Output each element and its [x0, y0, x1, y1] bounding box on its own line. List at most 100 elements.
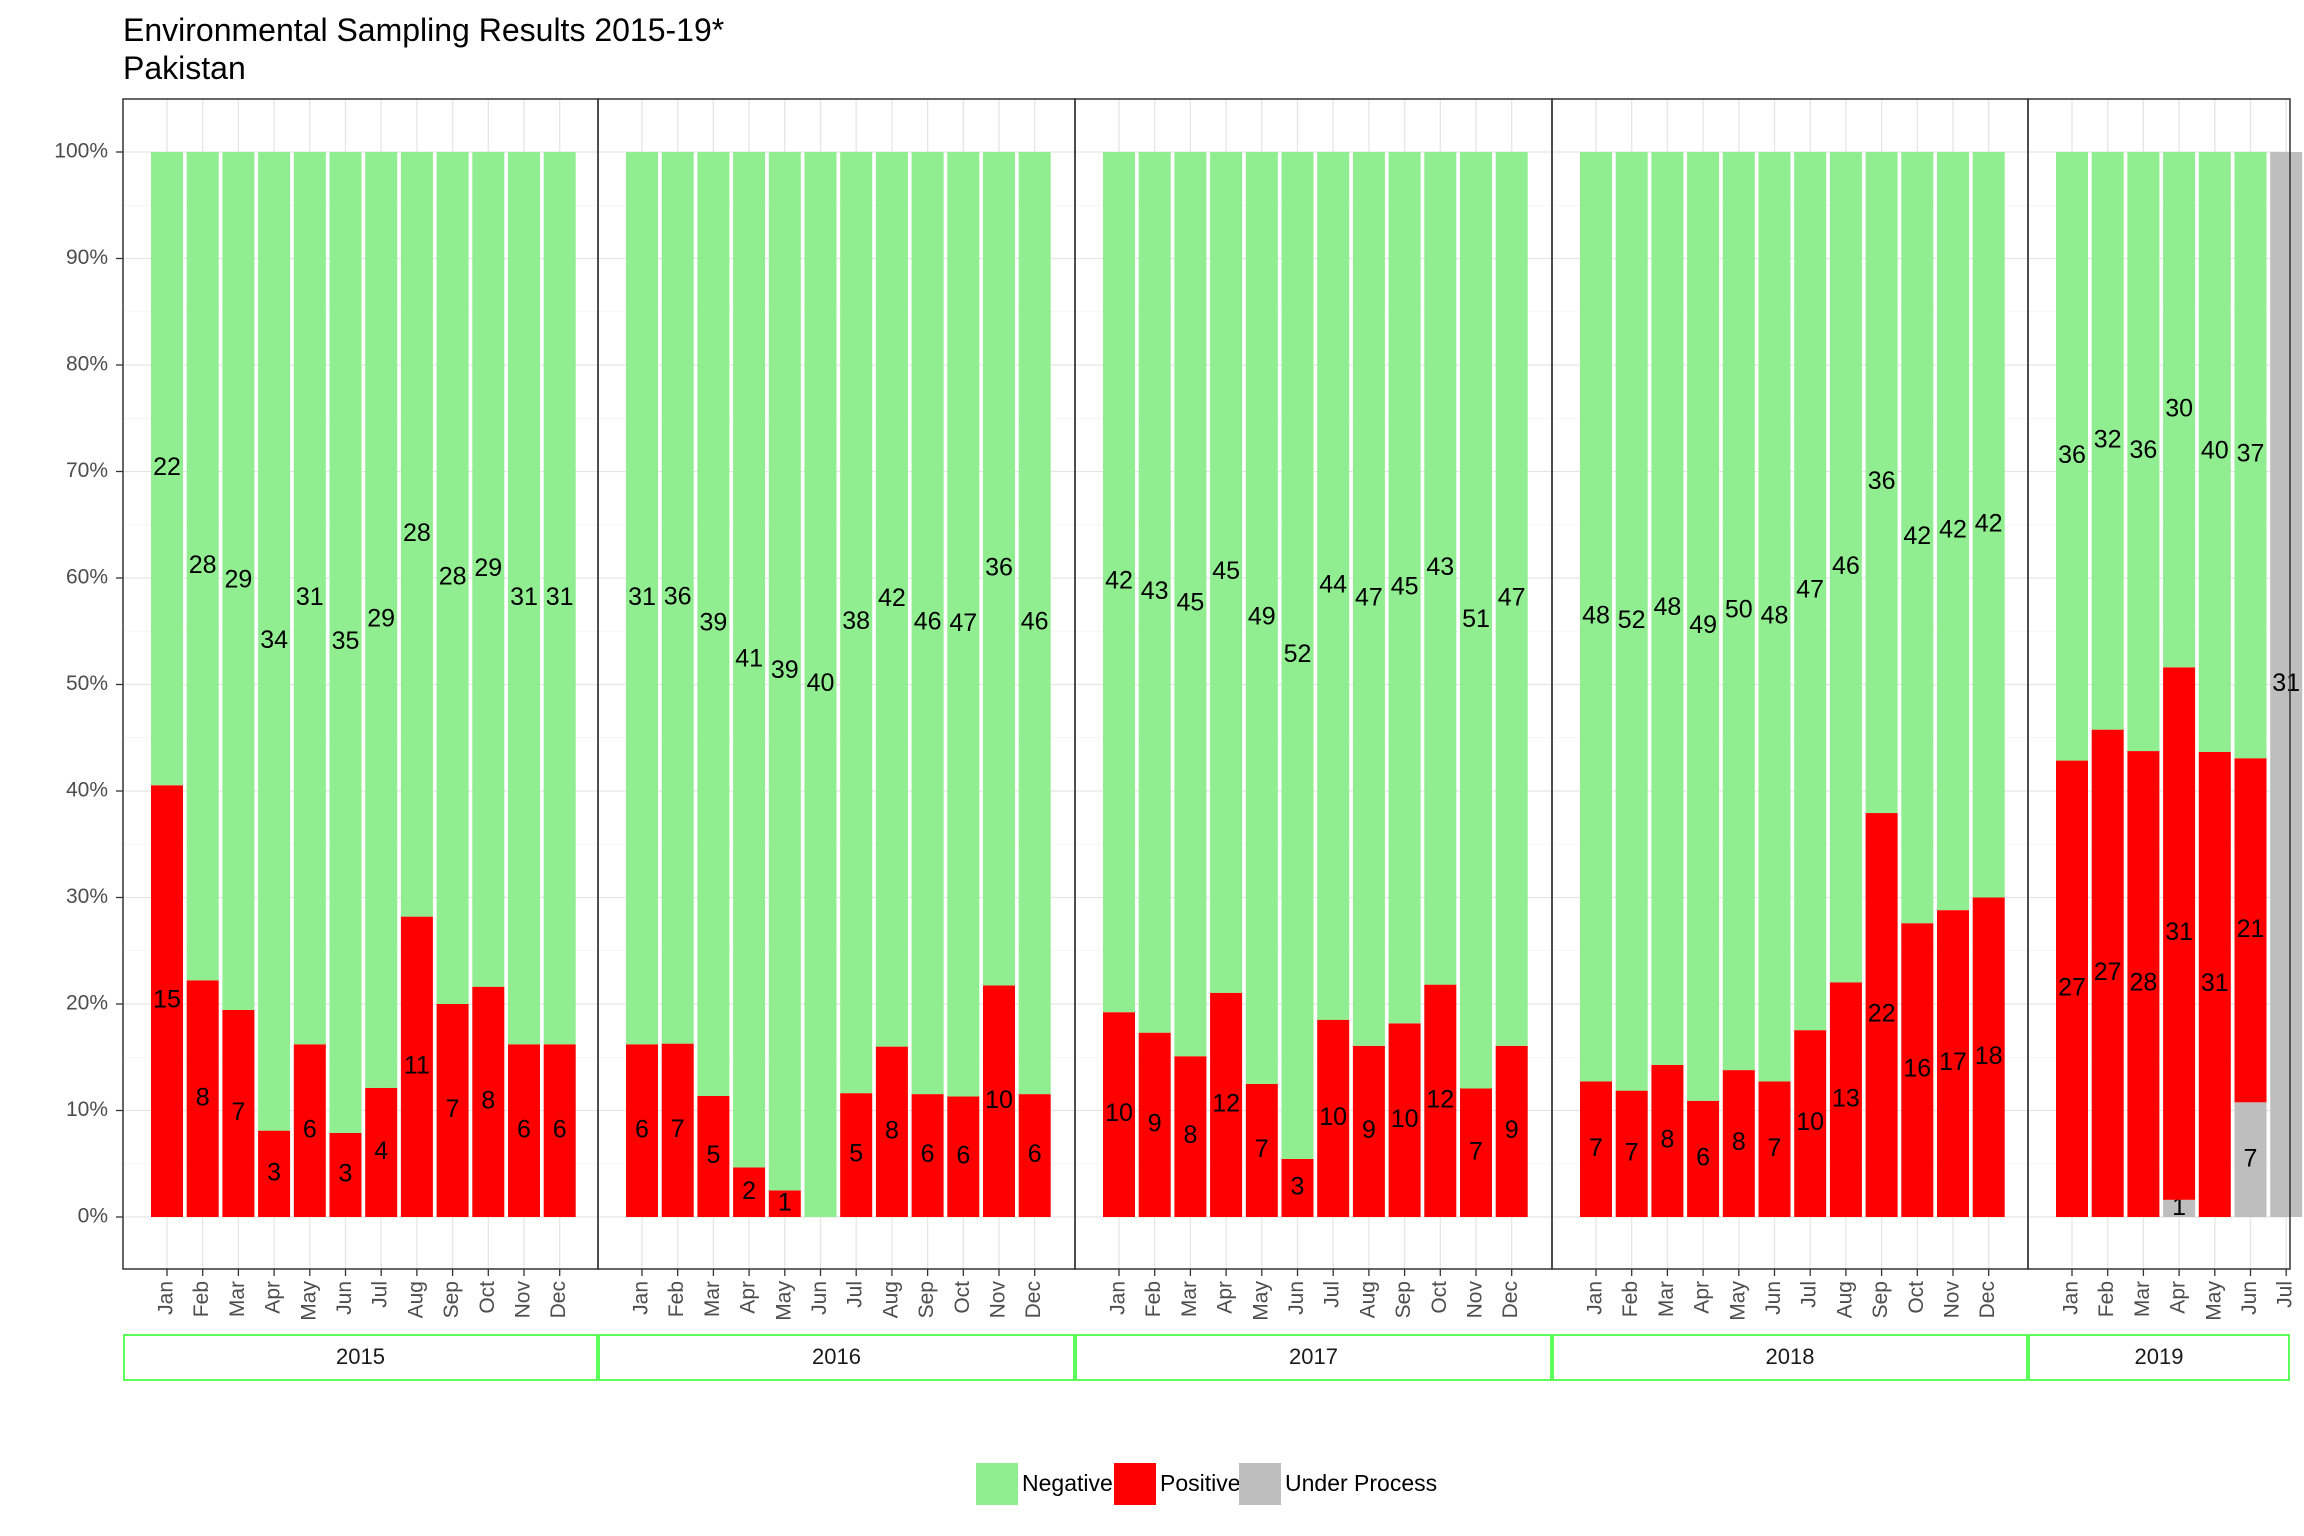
bar-positive	[2198, 752, 2231, 1217]
x-tick-label: Feb	[190, 1281, 213, 1317]
x-tick-label: Mar	[1655, 1281, 1678, 1317]
bar-positive	[875, 1046, 908, 1217]
bar-negative	[661, 152, 694, 1044]
bar-negative	[258, 152, 291, 1131]
data-label: 10	[1319, 1103, 1347, 1131]
data-label: 13	[1832, 1084, 1860, 1112]
data-label: 32	[2094, 425, 2122, 453]
data-label: 47	[1498, 584, 1526, 612]
data-label: 36	[1868, 467, 1896, 495]
data-label: 31	[296, 583, 324, 611]
x-tick-label: Oct	[1905, 1281, 1928, 1314]
data-label: 8	[1183, 1121, 1197, 1149]
bar-negative	[1865, 152, 1898, 814]
x-tick-label: Jun	[1762, 1281, 1785, 1315]
bar-positive	[258, 1130, 291, 1217]
bar-negative	[151, 152, 183, 786]
x-tick-label: May	[2202, 1281, 2225, 1321]
data-label: 7	[671, 1115, 685, 1143]
bar-negative	[626, 152, 658, 1045]
bar-negative	[1794, 152, 1827, 1031]
bar-positive	[1865, 813, 1898, 1217]
facet-strip-label: 2018	[1766, 1344, 1815, 1369]
bar-negative	[911, 152, 944, 1095]
bar-positive	[2127, 751, 2160, 1217]
x-tick-label: Oct	[476, 1281, 499, 1314]
bar-negative	[222, 152, 255, 1010]
data-label: 3	[1291, 1173, 1305, 1201]
x-tick-label: Dec	[1022, 1281, 1045, 1318]
x-tick-label: Mar	[2131, 1281, 2154, 1317]
data-label: 9	[1362, 1116, 1376, 1144]
bar-positive	[768, 1190, 801, 1217]
bar-negative	[1174, 152, 1207, 1057]
data-label: 7	[446, 1095, 460, 1123]
bar-positive	[1388, 1023, 1421, 1217]
bar-negative	[293, 152, 326, 1045]
x-tick-label: Mar	[226, 1281, 249, 1317]
bar-negative	[1651, 152, 1684, 1065]
bar-negative	[875, 152, 908, 1047]
bar-negative	[768, 152, 801, 1191]
x-tick-label: Jul	[1321, 1281, 1344, 1308]
bar-positive	[2056, 760, 2088, 1217]
bar-negative	[2163, 152, 2196, 668]
bar-positive	[1687, 1100, 1720, 1217]
data-label: 28	[2129, 969, 2157, 997]
bar-negative	[1758, 152, 1791, 1082]
data-label: 27	[2058, 973, 2086, 1001]
data-label: 22	[1868, 1000, 1896, 1028]
bar-positive	[983, 985, 1015, 1217]
bar-negative	[2056, 152, 2088, 761]
data-label: 31	[510, 583, 538, 611]
data-label: 42	[1939, 516, 1967, 544]
bar-positive	[1138, 1032, 1171, 1217]
data-label: 8	[481, 1086, 495, 1114]
bar-positive	[1245, 1083, 1278, 1217]
data-label: 52	[1284, 640, 1312, 668]
data-label: 34	[260, 626, 288, 654]
bar-positive	[733, 1167, 766, 1217]
data-label: 3	[339, 1160, 353, 1188]
bar-negative	[947, 152, 980, 1097]
data-label: 40	[807, 669, 835, 697]
data-label: 28	[439, 563, 467, 591]
data-label: 36	[2058, 441, 2086, 469]
data-label: 7	[1589, 1134, 1603, 1162]
y-tick-label: 50%	[66, 672, 108, 695]
facet-strip-label: 2019	[2135, 1344, 2184, 1369]
data-label: 49	[1248, 603, 1276, 631]
bar-positive	[329, 1132, 362, 1217]
bar-positive	[1829, 982, 1862, 1217]
bar-positive	[947, 1096, 980, 1217]
facet-strip-label: 2016	[812, 1344, 861, 1369]
bar-negative	[365, 152, 398, 1088]
legend-label: Under Process	[1285, 1470, 1437, 1496]
x-tick-label: Apr	[262, 1281, 285, 1314]
bar-positive	[151, 785, 183, 1217]
x-tick-label: Mar	[1178, 1281, 1201, 1317]
data-label: 6	[956, 1141, 970, 1169]
bar-negative	[1901, 152, 1934, 924]
bar-positive	[2234, 758, 2267, 1103]
bar-positive	[508, 1044, 540, 1217]
data-label: 46	[914, 608, 942, 636]
x-tick-label: Apr	[1214, 1281, 1237, 1314]
data-label: 6	[517, 1115, 531, 1143]
bar-negative	[840, 152, 873, 1094]
x-tick-label: Jul	[369, 1281, 392, 1308]
bar-negative	[329, 152, 362, 1133]
bar-positive	[1615, 1090, 1648, 1217]
bar-positive	[222, 1009, 255, 1217]
data-label: 1	[2172, 1193, 2186, 1221]
data-label: 39	[771, 656, 799, 684]
x-tick-label: Feb	[1619, 1281, 1642, 1317]
x-tick-label: Sep	[915, 1281, 938, 1318]
panel-border	[2027, 98, 2291, 1270]
data-label: 6	[303, 1115, 317, 1143]
x-tick-label: Feb	[2095, 1281, 2118, 1317]
data-label: 50	[1725, 596, 1753, 624]
bar-negative	[1388, 152, 1421, 1024]
x-tick-label: Dec	[1499, 1281, 1522, 1318]
